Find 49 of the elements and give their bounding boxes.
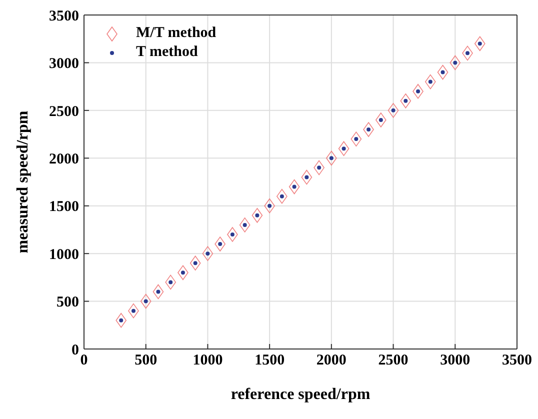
point <box>165 274 176 290</box>
point <box>190 256 201 271</box>
x-tick-label: 3500 <box>502 352 532 369</box>
point <box>152 284 164 300</box>
x-tick-label: 1500 <box>254 352 285 369</box>
x-tick-label: 3000 <box>440 352 470 369</box>
point <box>326 150 337 166</box>
y-tick-label: 1000 <box>49 246 79 263</box>
legend-label: M/T method <box>136 25 216 42</box>
point <box>178 265 188 280</box>
point <box>264 198 275 214</box>
point <box>140 294 152 309</box>
legend-label: T method <box>136 44 198 61</box>
y-tick-label: 500 <box>56 294 79 311</box>
x-tick-label: 2000 <box>316 352 346 369</box>
point <box>412 84 424 99</box>
y-tick-label: 2500 <box>49 104 79 120</box>
x-axis-title: reference speed/rpm <box>230 386 371 403</box>
point <box>450 55 461 70</box>
point <box>227 227 238 242</box>
point <box>252 208 263 223</box>
point <box>301 170 312 185</box>
point <box>314 160 324 176</box>
point <box>239 218 250 232</box>
point <box>462 46 473 61</box>
point <box>350 132 362 146</box>
point <box>474 36 486 52</box>
point <box>116 312 127 328</box>
point <box>388 103 399 118</box>
point <box>400 93 412 108</box>
y-tick-label: 2000 <box>49 151 79 168</box>
y-tick-label: 3500 <box>49 8 79 24</box>
point <box>338 141 350 156</box>
point <box>437 64 448 80</box>
point <box>128 303 139 318</box>
point <box>288 179 300 194</box>
point <box>425 74 436 90</box>
x-tick-label: 500 <box>134 352 158 369</box>
point <box>202 246 214 261</box>
point <box>376 112 386 128</box>
point <box>214 236 226 252</box>
y-axis-title: measured speed/rpm <box>14 110 32 254</box>
y-tick-label: 1500 <box>49 199 79 216</box>
x-tick-label: 2500 <box>378 352 408 369</box>
x-tick-label: 1000 <box>192 352 223 369</box>
point <box>363 122 374 137</box>
point <box>276 188 288 204</box>
y-tick-label: 3000 <box>49 56 79 72</box>
y-tick-label: 0 <box>72 342 79 358</box>
